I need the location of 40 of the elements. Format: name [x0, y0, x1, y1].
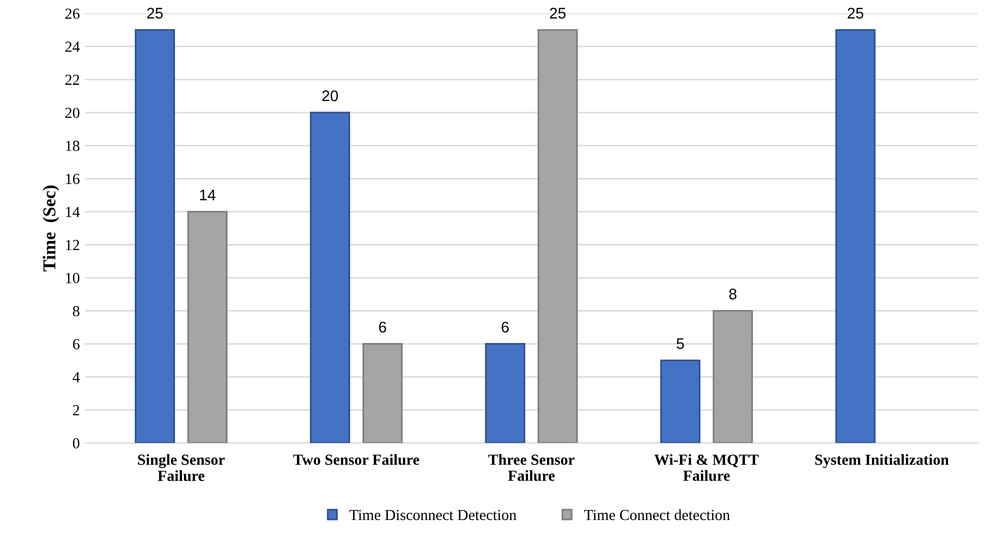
y-tick-label: 8 — [72, 306, 80, 316]
legend-label: Time Disconnect Detection — [349, 510, 516, 520]
data-label: 20 — [322, 90, 338, 102]
bar — [835, 29, 876, 444]
data-label: 6 — [502, 322, 509, 333]
bar — [660, 360, 700, 444]
y-tick-label: 22 — [65, 74, 80, 85]
y-tick-label: 10 — [66, 272, 80, 284]
data-label: 5 — [676, 338, 684, 350]
y-tick-label: 4 — [72, 372, 80, 382]
bar — [362, 343, 403, 444]
data-label: 6 — [379, 322, 386, 333]
y-tick-label: 2 — [73, 405, 80, 416]
y-tick-label: 16 — [66, 174, 80, 184]
x-tick-label: Three Sensor Failure — [488, 454, 574, 481]
y-tick-label: 14 — [66, 206, 80, 218]
bar — [485, 343, 526, 444]
y-tick-label: 0 — [72, 438, 80, 448]
x-tick-label: Two Sensor Failure — [293, 454, 420, 465]
legend-label: Time Connect detection — [584, 509, 730, 520]
bar — [538, 29, 578, 444]
bar — [187, 210, 228, 444]
bar — [310, 112, 350, 444]
y-tick-label: 12 — [66, 240, 80, 250]
y-tick-label: 20 — [65, 108, 80, 118]
data-label: 8 — [729, 288, 736, 300]
y-tick-label: 18 — [66, 140, 80, 152]
data-label: 25 — [848, 8, 864, 19]
data-label: 25 — [147, 8, 163, 19]
x-tick-label: System Initialization — [815, 454, 949, 468]
data-label: 14 — [200, 190, 216, 200]
y-tick-label: 6 — [72, 339, 80, 350]
y-tick-label: 26 — [65, 8, 80, 19]
y-axis-title: Time (Sec) — [42, 186, 60, 272]
data-label: 25 — [550, 8, 566, 19]
y-tick-label: 24 — [65, 42, 80, 52]
x-tick-label: Single Sensor Failure — [138, 454, 225, 482]
bar — [712, 310, 753, 444]
bar — [134, 29, 175, 444]
x-tick-label: Wi-Fi & MQTT Failure — [654, 454, 759, 481]
